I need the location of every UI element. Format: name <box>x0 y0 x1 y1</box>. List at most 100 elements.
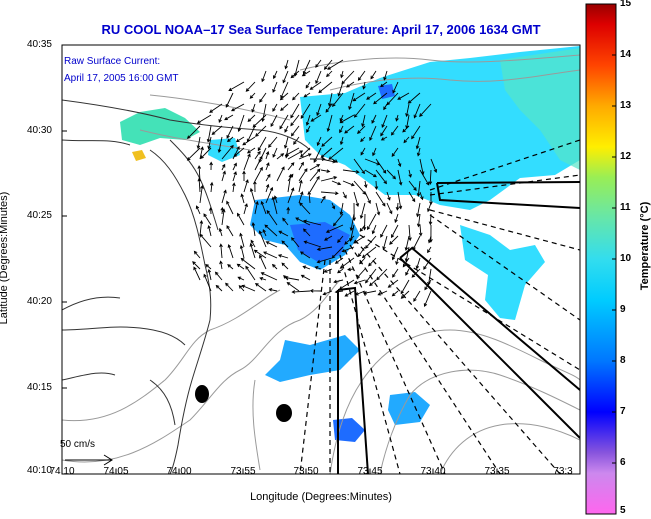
current-vector <box>397 169 403 186</box>
colorbar-label: 6 <box>620 457 626 468</box>
current-vector <box>199 233 212 248</box>
ytick-label: 40:35 <box>26 39 52 50</box>
current-vector <box>419 169 430 186</box>
current-vector <box>287 162 295 171</box>
current-vector <box>337 81 344 97</box>
sst-patch-south-a <box>265 335 360 382</box>
current-vector <box>209 181 214 193</box>
plot-frame <box>61 44 581 475</box>
current-vector <box>208 206 213 215</box>
current-vector <box>262 228 267 237</box>
current-vector <box>226 225 234 237</box>
current-vector <box>387 279 399 288</box>
current-vector <box>367 213 377 231</box>
current-vector <box>400 279 410 295</box>
current-vector <box>341 246 355 253</box>
current-vector <box>232 162 237 171</box>
current-vector <box>307 190 312 204</box>
current-vector <box>331 180 342 186</box>
current-vector <box>303 240 322 248</box>
current-vector <box>207 268 212 281</box>
current-vector <box>323 268 333 273</box>
colorbar-label: 13 <box>620 100 632 111</box>
current-vector <box>242 136 256 146</box>
current-vector <box>224 114 234 121</box>
current-vector <box>357 246 366 258</box>
colorbar-title: Temperature (°C) <box>639 201 651 291</box>
current-vector <box>219 260 223 270</box>
current-vector <box>395 202 400 211</box>
current-vector <box>303 219 322 226</box>
current-vector <box>228 81 245 91</box>
current-vector <box>339 202 344 216</box>
current-vector <box>218 114 223 123</box>
current-vector <box>243 203 248 215</box>
current-vector <box>251 222 256 237</box>
sst-patches <box>120 46 580 442</box>
current-vector <box>270 114 278 128</box>
current-vector <box>238 284 245 292</box>
current-vector <box>284 125 289 133</box>
current-vector <box>265 241 278 248</box>
radial-dashed-lines <box>299 139 580 474</box>
current-vector <box>359 257 366 265</box>
current-vector <box>264 224 278 237</box>
current-vector <box>316 103 322 117</box>
current-vector <box>259 92 267 103</box>
current-vector <box>405 103 410 118</box>
current-vector <box>364 169 377 178</box>
current-vector <box>428 169 433 186</box>
current-vector <box>250 239 256 248</box>
x-axis-title: Longitude (Degrees:Minutes) <box>250 491 392 503</box>
xtick-label: 74:00 <box>166 466 192 477</box>
current-vector <box>373 92 388 105</box>
current-vector <box>245 81 256 92</box>
sst-patch-small-a <box>208 138 240 162</box>
sst-patch-east <box>460 225 545 320</box>
current-vector <box>302 228 311 237</box>
current-legend: Raw Surface Current: April 17, 2005 16:0… <box>64 53 179 87</box>
current-vector <box>389 235 399 245</box>
current-vector <box>253 180 257 193</box>
current-vector <box>260 272 278 281</box>
current-vector <box>300 274 311 281</box>
current-vector <box>232 182 236 193</box>
current-vector <box>332 92 344 108</box>
current-vector <box>298 161 304 171</box>
current-vector <box>193 250 201 259</box>
colorbar-ticks <box>612 3 616 515</box>
current-vector <box>309 81 322 90</box>
current-vector <box>298 191 304 204</box>
current-vector <box>332 213 344 227</box>
current-vector <box>380 81 388 88</box>
current-vector <box>361 114 366 128</box>
colorbar-label: 11 <box>620 202 631 213</box>
xtick-label: 73:50 <box>293 466 319 477</box>
current-vector <box>265 151 270 160</box>
current-vector <box>254 150 261 160</box>
current-vector <box>362 213 367 231</box>
current-vector <box>320 195 326 204</box>
current-vector <box>383 103 388 111</box>
current-vector <box>284 276 300 281</box>
xtick-label: 73:35 <box>484 466 510 477</box>
current-vector <box>199 184 204 204</box>
current-vector <box>205 263 212 270</box>
surface-current-vectors <box>186 59 438 308</box>
current-vector <box>416 180 421 197</box>
ytick-label: 40:15 <box>26 382 52 393</box>
current-vector <box>218 227 223 237</box>
current-vector <box>225 92 234 108</box>
current-vector <box>331 158 338 163</box>
scale-arrow-icon <box>65 454 113 466</box>
colorbar-label: 10 <box>620 253 632 264</box>
current-vector <box>375 158 387 174</box>
colorbar-label: 9 <box>620 304 626 315</box>
current-vector <box>287 150 304 160</box>
current-vector <box>371 224 377 235</box>
current-vector <box>321 136 333 147</box>
current-vector <box>249 92 256 99</box>
current-vector <box>260 200 267 215</box>
current-vector <box>299 202 311 215</box>
current-vector <box>360 147 366 156</box>
